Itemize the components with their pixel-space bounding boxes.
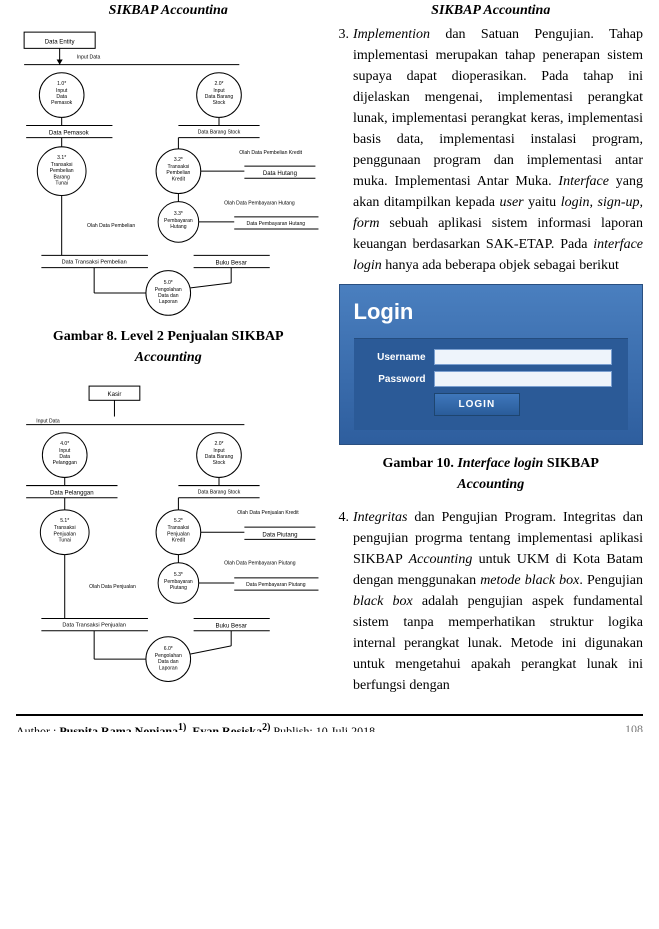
svg-text:Data Hutang: Data Hutang	[263, 170, 297, 177]
svg-text:Laporan: Laporan	[159, 666, 178, 672]
svg-text:5.1*: 5.1*	[60, 518, 69, 524]
svg-text:Olah Data Pembelian: Olah Data Pembelian	[87, 223, 135, 229]
fig8-caption: Gambar 8. Level 2 Penjualan SIKBAP Accou…	[16, 326, 321, 368]
svg-text:Buku Besar: Buku Besar	[215, 260, 246, 267]
svg-text:Olah Data Pembayaran Hutang: Olah Data Pembayaran Hutang	[224, 201, 295, 207]
fig10-caption: Gambar 10. Interface login SIKBAP Accoun…	[339, 453, 644, 495]
list-text-4: Integritas dan Pengujian Program. Integr…	[353, 507, 643, 696]
footer: Author : Puspita Rama Nopiana1), Evan Ro…	[0, 716, 659, 732]
page-number: 108	[625, 720, 643, 732]
svg-text:Data Pemasok: Data Pemasok	[49, 130, 90, 137]
svg-text:Tunai: Tunai	[55, 180, 67, 186]
list-item-3: 3. Implemention dan Satuan Pengujian. Ta…	[339, 24, 644, 276]
svg-text:3.3*: 3.3*	[174, 211, 183, 217]
svg-text:Piutang: Piutang	[170, 585, 187, 591]
list-number-4: 4.	[339, 507, 350, 696]
svg-text:Pelanggan: Pelanggan	[53, 461, 77, 467]
list-number: 3.	[339, 24, 350, 276]
right-heading: SIKBAP Accounting	[339, 0, 644, 14]
svg-text:5.3*: 5.3*	[174, 572, 183, 578]
svg-text:Kredit: Kredit	[172, 538, 186, 544]
username-label: Username	[370, 350, 426, 365]
svg-text:Data Pembayaran Piutang: Data Pembayaran Piutang	[246, 582, 306, 588]
svg-text:Stock: Stock	[213, 100, 226, 106]
svg-text:Input Data: Input Data	[77, 55, 101, 61]
svg-text:Data Piutang: Data Piutang	[262, 532, 297, 539]
svg-text:5.0*: 5.0*	[164, 280, 173, 286]
login-interface: Login Username Password LOGIN	[339, 284, 644, 445]
svg-text:2.0*: 2.0*	[214, 441, 223, 447]
svg-text:Olah Data Penjualan: Olah Data Penjualan	[89, 584, 136, 590]
svg-text:Olah Data Pembelian Kredit: Olah Data Pembelian Kredit	[239, 150, 302, 156]
dfd-level2-penjualan: Kasir Input Data 4.0* Input Data Pelangg…	[16, 380, 321, 685]
svg-text:6.0*: 6.0*	[164, 646, 173, 652]
svg-text:Data Pembayaran Hutang: Data Pembayaran Hutang	[247, 221, 306, 227]
svg-text:Kasir: Kasir	[108, 392, 122, 399]
svg-text:Data Transaksi Penjualan: Data Transaksi Penjualan	[62, 623, 126, 629]
svg-text:Data Barang Stock: Data Barang Stock	[198, 490, 241, 496]
svg-text:Laporan: Laporan	[159, 299, 178, 305]
username-input[interactable]	[434, 349, 613, 365]
svg-text:3.1*: 3.1*	[57, 155, 66, 161]
svg-text:5.2*: 5.2*	[174, 518, 183, 524]
password-input[interactable]	[434, 371, 613, 387]
right-column: SIKBAP Accounting 3. Implemention dan Sa…	[339, 0, 644, 696]
footer-author: Author : Puspita Rama Nopiana1), Evan Ro…	[16, 720, 375, 732]
svg-text:Pemasok: Pemasok	[51, 100, 73, 106]
svg-text:Hutang: Hutang	[170, 224, 187, 230]
svg-text:4.0*: 4.0*	[60, 441, 69, 447]
svg-text:2.0*: 2.0*	[214, 81, 223, 87]
svg-text:3.2*: 3.2*	[174, 157, 183, 163]
left-heading: SIKBAP Accounting	[16, 0, 321, 14]
svg-text:Olah Data Penjualan Kredit: Olah Data Penjualan Kredit	[237, 510, 299, 516]
svg-text:Data Barang Stock: Data Barang Stock	[198, 130, 241, 136]
left-column: SIKBAP Accounting Data Entity Input Data…	[16, 0, 321, 696]
svg-text:1.0*: 1.0*	[57, 81, 66, 87]
svg-text:Data Transaksi Pembelian: Data Transaksi Pembelian	[62, 260, 127, 266]
svg-text:Kredit: Kredit	[172, 176, 186, 182]
svg-text:Input Data: Input Data	[36, 419, 60, 425]
list-item-4: 4. Integritas dan Pengujian Program. Int…	[339, 507, 644, 696]
list-text-3: Implemention dan Satuan Pengujian. Tahap…	[353, 24, 643, 276]
login-title: Login	[354, 295, 629, 328]
login-button[interactable]: LOGIN	[434, 393, 521, 416]
login-form: Username Password LOGIN	[354, 338, 629, 430]
svg-text:Olah Data Pembayaran Piutang: Olah Data Pembayaran Piutang	[224, 561, 296, 567]
svg-text:Data Pelanggan: Data Pelanggan	[50, 490, 94, 497]
svg-text:Stock: Stock	[213, 461, 226, 467]
svg-text:Buku Besar: Buku Besar	[215, 623, 246, 630]
password-label: Password	[370, 372, 426, 387]
svg-text:Tunai: Tunai	[58, 538, 70, 544]
ext-entity-label: Data Entity	[45, 38, 76, 45]
dfd-level2-pembelian: Data Entity Input Data 1.0* Input Data P…	[16, 24, 321, 318]
